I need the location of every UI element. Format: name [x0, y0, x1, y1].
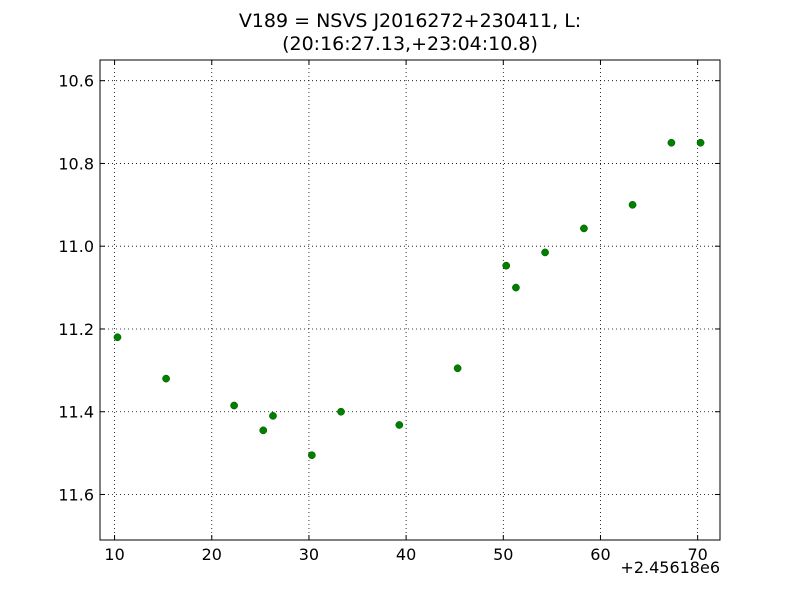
data-point [113, 333, 122, 342]
data-point [580, 224, 588, 233]
data-point [541, 248, 549, 257]
y-tick-label: 11.4 [58, 403, 94, 422]
axis-ticks [100, 60, 720, 540]
chart-title: V189 = NSVS J2016272+230411, L: (20:16:2… [0, 10, 800, 56]
x-tick-label: 70 [687, 545, 707, 564]
data-point [230, 401, 238, 410]
chart-title-line-2: (20:16:27.13,+23:04:10.8) [282, 33, 538, 55]
data-point [502, 261, 511, 270]
data-point [307, 451, 316, 460]
x-tick-label: 60 [590, 545, 610, 564]
y-tick-label: 10.8 [58, 154, 94, 173]
x-tick-label: 10 [104, 545, 124, 564]
data-point [259, 426, 268, 435]
data-points [113, 138, 705, 460]
data-point [453, 364, 462, 373]
x-tick-label: 20 [202, 545, 222, 564]
x-axis-offset-label: +2.45618e6 [620, 558, 720, 577]
y-tick-labels: 10.6 10.8 11.0 11.2 11.4 11.6 [58, 72, 94, 505]
data-point [512, 283, 520, 292]
y-tick-label: 11.2 [58, 320, 94, 339]
chart-title-line-1: V189 = NSVS J2016272+230411, L: [238, 10, 582, 32]
x-tick-labels: 10 20 30 40 50 60 70 [104, 545, 707, 564]
data-point [667, 138, 676, 147]
data-point [269, 412, 277, 420]
grid-lines [100, 60, 720, 540]
data-point [696, 138, 705, 147]
data-point [395, 421, 404, 429]
x-tick-label: 40 [396, 545, 416, 564]
data-point [628, 200, 637, 209]
x-tick-label: 30 [299, 545, 319, 564]
data-point [337, 407, 345, 416]
plot-frame [99, 59, 721, 541]
x-tick-label: 50 [493, 545, 513, 564]
data-point [162, 374, 170, 383]
y-tick-label: 11.6 [58, 485, 94, 504]
y-tick-label: 10.6 [58, 72, 94, 91]
y-tick-label: 11.0 [58, 237, 94, 256]
